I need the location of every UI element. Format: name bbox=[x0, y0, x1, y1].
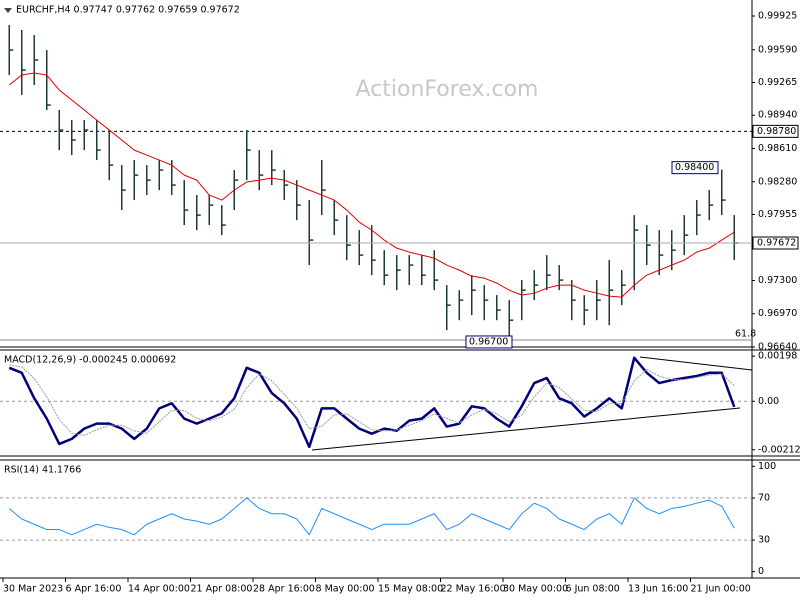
annotation-label: 0.98400 bbox=[675, 162, 714, 173]
series-line bbox=[8, 497, 735, 536]
y-tick-label: 100 bbox=[758, 461, 776, 472]
last-price-box bbox=[752, 236, 799, 250]
last-price-label: 0.97672 bbox=[757, 238, 796, 249]
macd-title: MACD(12,26,9) -0.000245 0.000692 bbox=[4, 355, 176, 366]
y-tick-label: 0.96640 bbox=[758, 342, 797, 353]
y-tick-label: 70 bbox=[758, 492, 770, 503]
rsi-title: RSI(14) 41.1766 bbox=[4, 465, 81, 476]
y-tick-label: 0.98280 bbox=[758, 176, 797, 187]
trend-line bbox=[639, 356, 753, 371]
series-line bbox=[8, 356, 736, 449]
x-tick-label: 8 May 00:00 bbox=[316, 584, 375, 595]
x-tick-label: 22 May 16:00 bbox=[441, 584, 506, 595]
y-tick-label: 30 bbox=[758, 535, 770, 546]
annotation-label: 0.96700 bbox=[469, 336, 508, 347]
x-tick-label: 21 Jun 00:00 bbox=[691, 584, 751, 595]
y-tick-label: 0.99925 bbox=[758, 10, 797, 21]
series-line bbox=[8, 72, 735, 298]
x-tick-label: 6 Jun 08:00 bbox=[566, 584, 620, 595]
price-title: EURCHF,H4 0.97747 0.97762 0.97659 0.9767… bbox=[16, 5, 240, 16]
x-tick-label: 13 Jun 16:00 bbox=[628, 584, 688, 595]
x-tick-label: 21 Apr 08:00 bbox=[191, 584, 253, 595]
x-tick-label: 28 Apr 16:00 bbox=[253, 584, 315, 595]
collapse-icon bbox=[4, 8, 12, 13]
y-tick-label: 0 bbox=[758, 566, 764, 577]
x-tick-label: 30 May 00:00 bbox=[503, 584, 568, 595]
y-tick-label: -0.002126 bbox=[758, 444, 800, 455]
annotation-box bbox=[671, 161, 719, 175]
trend-line bbox=[311, 407, 741, 451]
x-tick-label: 6 Apr 16:00 bbox=[66, 584, 122, 595]
y-tick-label: 0.98940 bbox=[758, 110, 797, 121]
y-tick-label: 0.99265 bbox=[758, 77, 797, 88]
y-tick-label: 0.00198 bbox=[758, 351, 797, 362]
x-tick-label: 30 Mar 2023 bbox=[3, 584, 63, 595]
x-tick-label: 14 Apr 00:00 bbox=[128, 584, 190, 595]
series-line bbox=[9, 364, 735, 436]
y-tick-label: 0.99590 bbox=[758, 44, 797, 55]
level-label-box bbox=[752, 124, 799, 138]
y-tick-label: 0.97955 bbox=[758, 209, 797, 220]
y-tick-label: 0.98610 bbox=[758, 143, 797, 154]
fib-label: 61.8 bbox=[735, 329, 756, 340]
y-tick-label: 0.96970 bbox=[758, 308, 797, 319]
watermark: ActionForex.com bbox=[356, 77, 539, 102]
x-tick-label: 15 May 08:00 bbox=[378, 584, 443, 595]
y-tick-label: 0.97300 bbox=[758, 275, 797, 286]
y-tick-label: 0.00 bbox=[758, 396, 779, 407]
level-label: 0.98780 bbox=[757, 126, 796, 137]
annotation-box bbox=[465, 335, 513, 349]
